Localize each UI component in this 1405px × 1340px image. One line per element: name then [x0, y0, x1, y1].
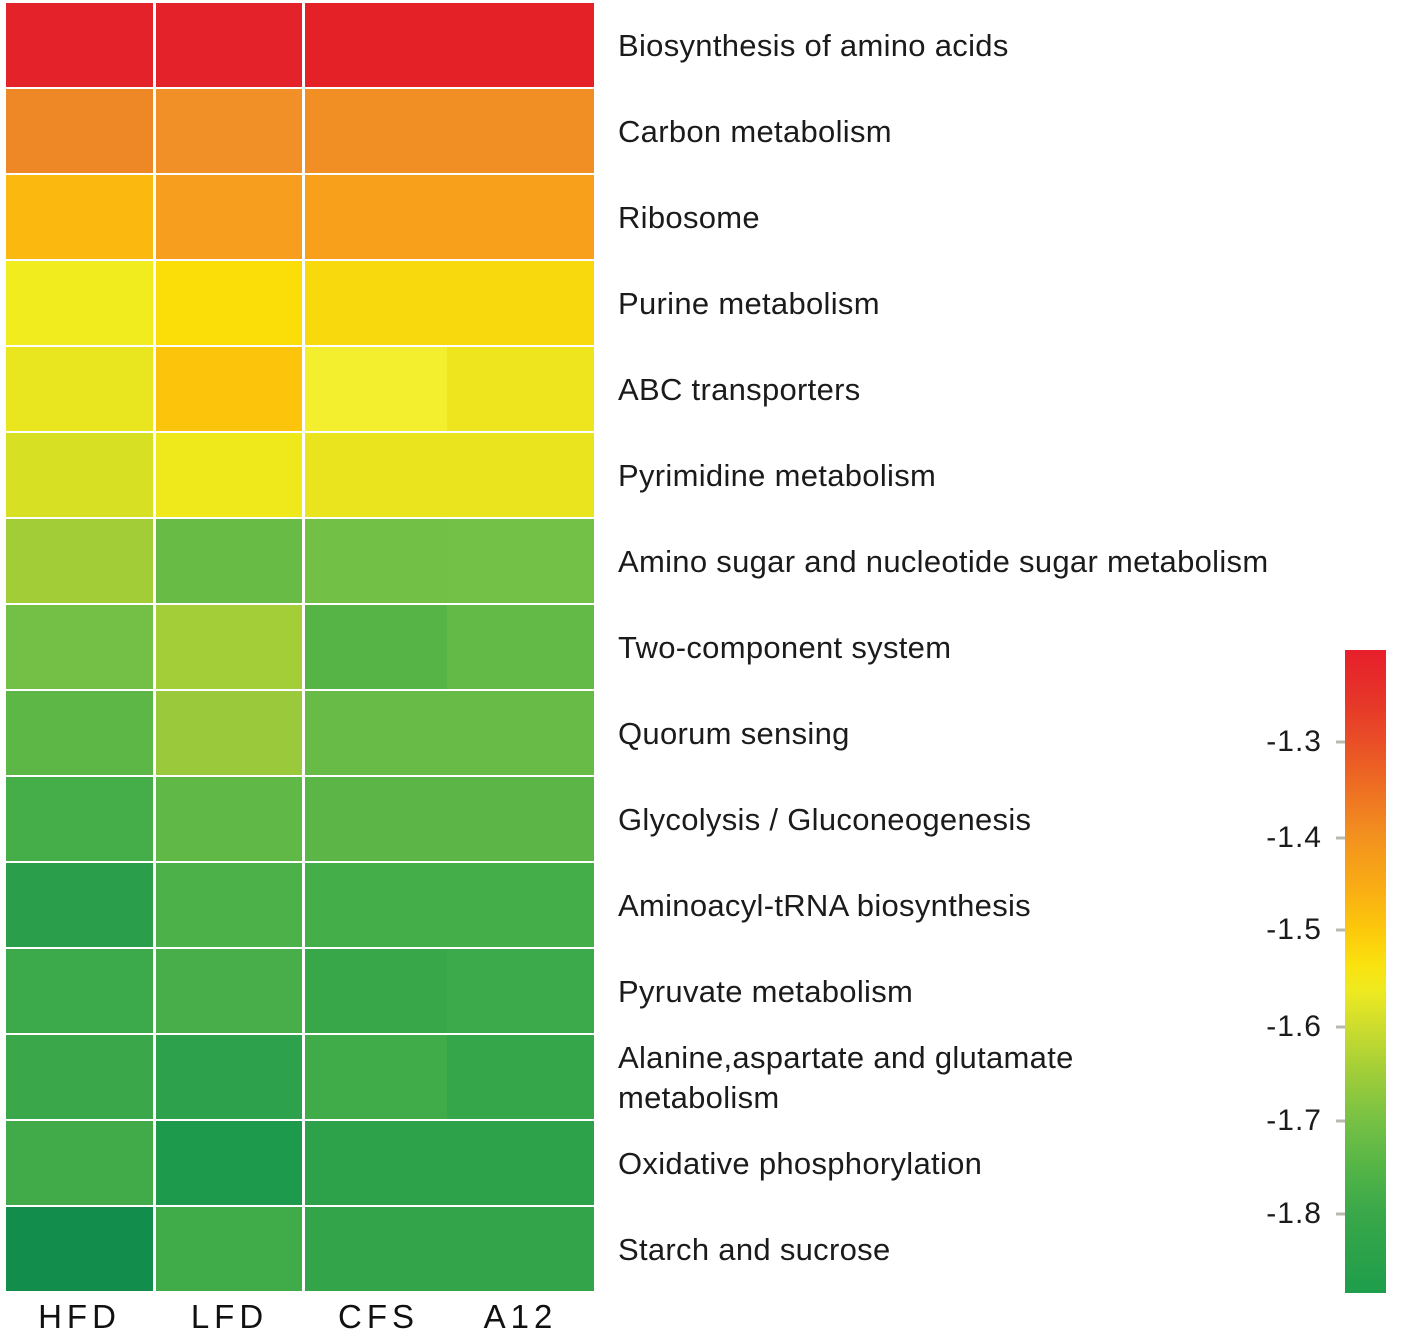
colorbar-tick-label: -1.3: [1266, 724, 1322, 758]
colorbar-tick-label: -1.4: [1266, 820, 1322, 854]
colorbar-tick-mark: [1336, 1119, 1345, 1123]
heatmap-cell: [447, 1035, 594, 1119]
heatmap-cell: [447, 261, 594, 345]
heatmap-cell: [305, 175, 447, 259]
heatmap-cell: [447, 605, 594, 689]
heatmap-cell: [156, 691, 302, 775]
heatmap-cell: [447, 949, 594, 1033]
heatmap-cell: [447, 347, 594, 431]
heatmap-cell: [6, 1207, 153, 1291]
row-label: Aminoacyl-tRNA biosynthesis: [618, 888, 1031, 924]
heatmap-cell: [447, 863, 594, 947]
heatmap-cell: [6, 1035, 153, 1119]
heatmap-cell: [156, 1121, 302, 1205]
row-label: Carbon metabolism: [618, 114, 892, 150]
row-label: Oxidative phosphorylation: [618, 1146, 983, 1182]
heatmap-cell: [156, 1207, 302, 1291]
colorbar-tick-label: -1.5: [1266, 913, 1322, 947]
row-label: Glycolysis / Gluconeogenesis: [618, 802, 1032, 838]
row-label: Two-component system: [618, 630, 952, 666]
heatmap-cell: [305, 3, 447, 87]
heatmap-cell: [305, 347, 447, 431]
heatmap-cell: [156, 175, 302, 259]
heatmap-cell: [447, 1207, 594, 1291]
heatmap-cell: [6, 777, 153, 861]
colorbar-tick-mark: [1336, 836, 1345, 840]
heatmap-cell: [6, 347, 153, 431]
heatmap-cell: [156, 89, 302, 173]
heatmap-cell: [156, 1035, 302, 1119]
heatmap-cell: [447, 175, 594, 259]
row-label: Purine metabolism: [618, 286, 880, 322]
heatmap-cell: [6, 175, 153, 259]
heatmap-cell: [156, 261, 302, 345]
row-label: Starch and sucrose: [618, 1232, 891, 1268]
colorbar-tick-label: -1.6: [1266, 1009, 1322, 1043]
column-label-lfd: LFD: [190, 1298, 269, 1335]
heatmap-cell: [156, 605, 302, 689]
colorbar-tick-mark: [1336, 1212, 1345, 1216]
colorbar-tick-mark: [1336, 928, 1345, 932]
row-label: Biosynthesis of amino acids: [618, 28, 1009, 64]
column-label-hfd: HFD: [38, 1298, 121, 1335]
heatmap-cell: [6, 605, 153, 689]
heatmap-cell: [305, 433, 447, 517]
heatmap-cell: [6, 433, 153, 517]
heatmap-cell: [156, 863, 302, 947]
heatmap-cell: [305, 691, 447, 775]
heatmap-cell: [6, 863, 153, 947]
heatmap-cell: [6, 519, 153, 603]
row-label: Alanine,aspartate and glutamate metaboli…: [618, 1040, 1074, 1115]
colorbar-tick-label: -1.8: [1266, 1196, 1322, 1230]
colorbar-tick-label: -1.7: [1266, 1104, 1322, 1138]
heatmap-cell: [156, 433, 302, 517]
column-label-cfs: CFS: [338, 1298, 419, 1335]
row-label: Amino sugar and nucleotide sugar metabol…: [618, 544, 1269, 580]
heatmap-cell: [305, 1035, 447, 1119]
heatmap-cell: [6, 3, 153, 87]
row-label: ABC transporters: [618, 372, 861, 408]
heatmap-cell: [6, 691, 153, 775]
heatmap-cell: [447, 433, 594, 517]
heatmap-cell: [305, 777, 447, 861]
heatmap-cell: [305, 261, 447, 345]
heatmap-cell: [156, 3, 302, 87]
heatmap-cell: [305, 605, 447, 689]
heatmap-cell: [6, 1121, 153, 1205]
colorbar-tick-mark: [1336, 740, 1345, 744]
heatmap-cell: [305, 863, 447, 947]
heatmap-cell: [305, 1207, 447, 1291]
colorbar-tick-mark: [1336, 1025, 1345, 1029]
heatmap-cell: [305, 89, 447, 173]
row-label: Pyrimidine metabolism: [618, 458, 937, 494]
row-label: Ribosome: [618, 200, 760, 236]
heatmap-cell: [156, 519, 302, 603]
heatmap-cell: [447, 691, 594, 775]
heatmap-grid: [6, 3, 594, 1293]
heatmap-cell: [305, 1121, 447, 1205]
heatmap-cell: [305, 519, 447, 603]
heatmap-cell: [447, 777, 594, 861]
row-label: Pyruvate metabolism: [618, 974, 914, 1010]
heatmap-cell: [156, 347, 302, 431]
heatmap-cell: [6, 949, 153, 1033]
column-label-a12: A12: [483, 1298, 558, 1335]
heatmap-cell: [6, 261, 153, 345]
heatmap-cell: [305, 949, 447, 1033]
heatmap-cell: [447, 89, 594, 173]
heatmap-cell: [447, 1121, 594, 1205]
heatmap-cell: [6, 89, 153, 173]
heatmap-cell: [447, 3, 594, 87]
heatmap-cell: [447, 519, 594, 603]
heatmap-cell: [156, 949, 302, 1033]
colorbar-gradient: [1345, 650, 1386, 1293]
row-label: Quorum sensing: [618, 716, 850, 752]
heatmap-cell: [156, 777, 302, 861]
